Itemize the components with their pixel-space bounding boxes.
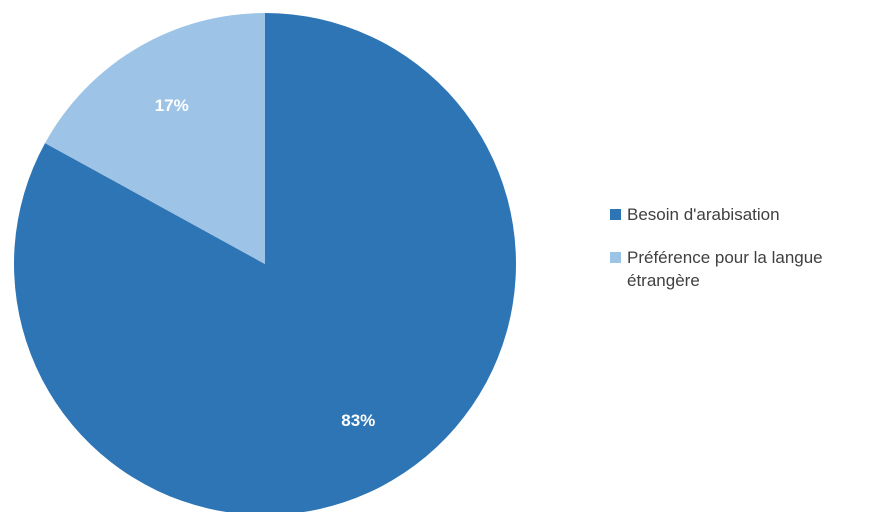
legend-swatch-preference-langue-etrangere: [610, 252, 621, 263]
slice-preference-langue-etrangere: [45, 13, 265, 264]
legend: Besoin d'arabisation Préférence pour la …: [610, 203, 880, 312]
legend-swatch-besoin-arabisation: [610, 209, 621, 220]
legend-label-preference-langue-etrangere: Préférence pour la langue étrangère: [627, 248, 823, 290]
data-label-besoin-arabisation: 83%: [341, 411, 375, 430]
data-label-preference-langue-etrangere: 17%: [155, 96, 189, 115]
legend-label-besoin-arabisation: Besoin d'arabisation: [627, 205, 780, 224]
legend-item-preference-langue-etrangere: Préférence pour la langue étrangère: [610, 246, 880, 292]
legend-item-besoin-arabisation: Besoin d'arabisation: [610, 203, 880, 226]
